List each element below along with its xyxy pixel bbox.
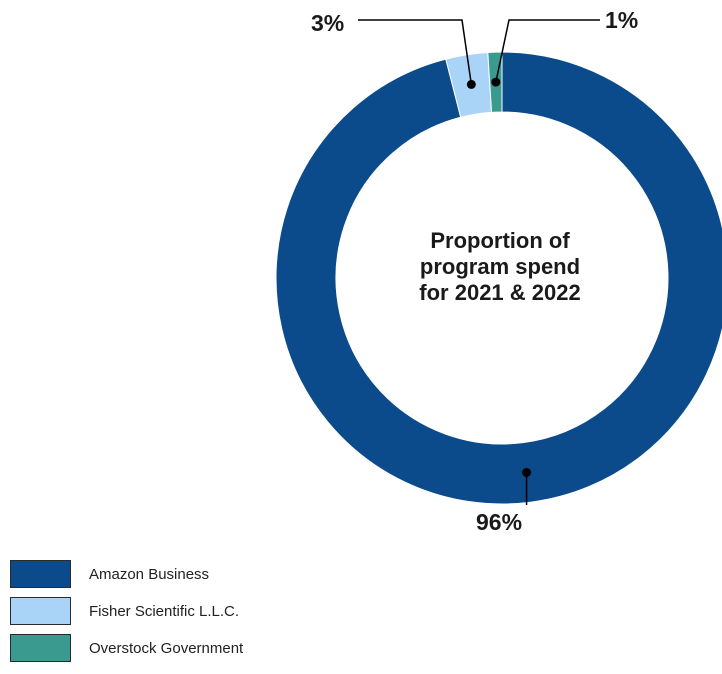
leader-line-fisher (358, 19, 473, 85)
leader-lines (358, 19, 600, 505)
slice-amazon (275, 51, 722, 505)
data-label-fisher: 3% (311, 10, 345, 36)
chart-title-line-1: Proportion of (430, 228, 570, 253)
legend-item-fisher: Fisher Scientific L.L.C. (10, 597, 243, 625)
chart-title-line-3: for 2021 & 2022 (419, 280, 581, 305)
legend-label-amazon: Amazon Business (89, 565, 210, 583)
chart-title: Proportion of program spend for 2021 & 2… (370, 228, 630, 306)
legend-label-fisher: Fisher Scientific L.L.C. (89, 602, 240, 620)
legend: Amazon Business Fisher Scientific L.L.C.… (10, 560, 243, 671)
legend-item-overstock: Overstock Government (10, 634, 243, 662)
chart-title-line-2: program spend (419, 254, 581, 279)
leader-line-overstock (495, 19, 600, 83)
legend-label-overstock: Overstock Government (89, 639, 244, 657)
data-label-amazon: 96% (476, 509, 523, 535)
legend-item-amazon: Amazon Business (10, 560, 243, 588)
legend-swatch-amazon (10, 560, 71, 588)
legend-swatch-overstock (10, 634, 71, 662)
legend-swatch-fisher (10, 597, 71, 625)
data-label-overstock: 1% (605, 7, 639, 33)
